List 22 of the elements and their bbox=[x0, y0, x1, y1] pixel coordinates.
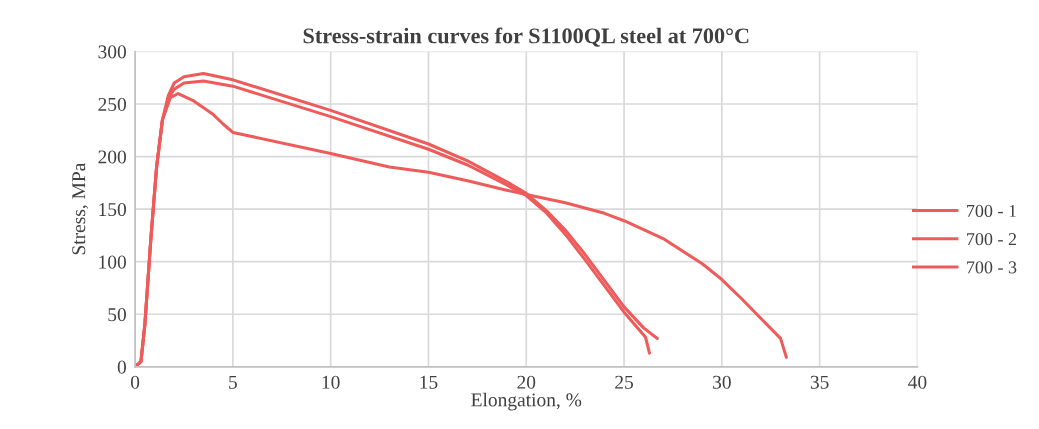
x-tick-label: 0 bbox=[130, 375, 140, 389]
legend-label: 700 - 2 bbox=[967, 233, 1017, 246]
x-tick-label: 35 bbox=[810, 375, 829, 389]
x-tick-label: 20 bbox=[517, 375, 536, 389]
y-tick-label: 200 bbox=[98, 150, 126, 164]
y-tick-label: 300 bbox=[98, 45, 126, 59]
x-tick-label: 5 bbox=[229, 375, 237, 389]
y-tick-label: 0 bbox=[117, 360, 126, 374]
y-tick-label: 250 bbox=[98, 97, 126, 111]
x-tick-label: 25 bbox=[615, 375, 634, 389]
x-tick-label: 30 bbox=[713, 375, 731, 389]
x-axis-title: Elongation, % bbox=[471, 392, 582, 411]
x-tick-label: 10 bbox=[322, 375, 340, 389]
y-tick-label: 50 bbox=[108, 308, 126, 322]
chart-title: Stress-strain curves for S1100QL steel at 700°C bbox=[303, 27, 749, 47]
x-tick-label: 15 bbox=[420, 375, 438, 389]
legend-label: 700 - 1 bbox=[967, 204, 1016, 218]
legend-label: 700 - 3 bbox=[967, 261, 1017, 274]
y-tick-label: 150 bbox=[99, 202, 126, 217]
y-axis-title: Stress, MPa bbox=[72, 162, 89, 255]
y-tick-label: 100 bbox=[99, 255, 126, 269]
x-tick-label: 40 bbox=[908, 375, 927, 389]
